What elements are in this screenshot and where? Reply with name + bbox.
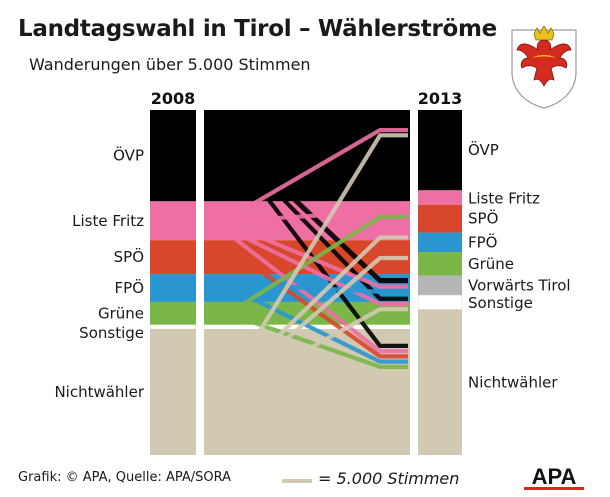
crest-eagle: [516, 39, 572, 87]
legend-label: = 5.000 Stimmen: [318, 469, 460, 488]
left-label-fpoe: FPÖ: [115, 278, 144, 297]
flow-oevp-to-sonstige: [206, 146, 408, 301]
tirol-eagle-crest: [511, 25, 577, 109]
flow-liste-fritz-to-oevp: [206, 127, 408, 218]
left-label-oevp: ÖVP: [113, 146, 144, 165]
chart-subtitle: Wanderungen über 5.000 Stimmen: [29, 55, 311, 74]
left-label-sonstige: Sonstige: [79, 324, 144, 342]
chart-title: Landtagswahl in Tirol – Wählerströme: [18, 16, 497, 42]
left-node-oevp: [150, 110, 196, 202]
left-node-spoe: [150, 240, 196, 275]
flow-nichtwaehler-to-gruene: [206, 255, 408, 387]
flow-oevp-to-nichtwaehler: [206, 152, 408, 349]
flow-nichtwaehler-to-sonstige: [206, 307, 408, 393]
left-label-gruene: Grüne: [98, 304, 144, 322]
flow-liste-fritz-to-sonstige: [206, 230, 408, 307]
left-node-fpoe: [150, 274, 196, 302]
right-label-sonstige: Sonstige: [468, 294, 533, 312]
right-node-oevp: [418, 110, 462, 191]
right-label-spoe: SPÖ: [468, 209, 498, 228]
right-node-liste-fritz: [418, 190, 462, 205]
right-node-vorwaerts-tirol: [418, 275, 462, 296]
left-node-liste-fritz: [150, 201, 196, 241]
left-node-nichtwaehler: [150, 329, 196, 455]
right-node-spoe: [418, 204, 462, 233]
right-node-nichtwaehler: [418, 309, 462, 455]
right-label-liste-fritz: Liste Fritz: [468, 189, 540, 207]
flow-nichtwaehler-to-oevp: [206, 133, 408, 376]
right-label-fpoe: FPÖ: [468, 232, 497, 251]
apa-logo: APA: [520, 462, 588, 492]
apa-logo-text: APA: [532, 464, 577, 489]
right-label-nichtwaehler: Nichtwähler: [468, 373, 558, 391]
flow-oevp-to-vorwaerts-tirol: [206, 139, 408, 284]
right-label-gruene: Grüne: [468, 255, 514, 273]
left-node-sonstige: [149, 324, 197, 330]
left-label-spoe: SPÖ: [114, 247, 144, 266]
right-label-vorwaerts-tirol: Vorwärts Tirol: [468, 276, 571, 294]
year-label-2008: 2008: [151, 89, 196, 108]
source-credit: Grafik: © APA, Quelle: APA/SORA: [18, 470, 232, 485]
legend-swatch: [282, 479, 312, 483]
right-label-oevp: ÖVP: [468, 140, 499, 159]
year-label-2013: 2013: [418, 89, 463, 108]
left-node-gruene: [150, 301, 196, 325]
flow-fpoe-to-nichtwaehler: [206, 287, 408, 364]
right-node-sonstige: [417, 294, 463, 310]
flow-spoe-to-nichtwaehler: [206, 249, 408, 359]
flow-nichtwaehler-to-fpoe: [206, 235, 408, 381]
crest-wing-clasp: [532, 55, 556, 58]
flow-gruene-to-spoe: [206, 214, 408, 313]
flow-liste-fritz-to-spoe: [206, 209, 408, 223]
flow-gruene-to-nichtwaehler: [206, 313, 408, 369]
right-node-fpoe: [418, 232, 462, 253]
flow-fpoe-to-vorwaerts-tirol: [206, 281, 408, 295]
left-label-nichtwaehler: Nichtwähler: [54, 383, 144, 401]
left-label-liste-fritz: Liste Fritz: [72, 212, 144, 230]
flow-liste-fritz-to-nichtwaehler: [206, 235, 408, 354]
right-node-gruene: [418, 252, 462, 276]
